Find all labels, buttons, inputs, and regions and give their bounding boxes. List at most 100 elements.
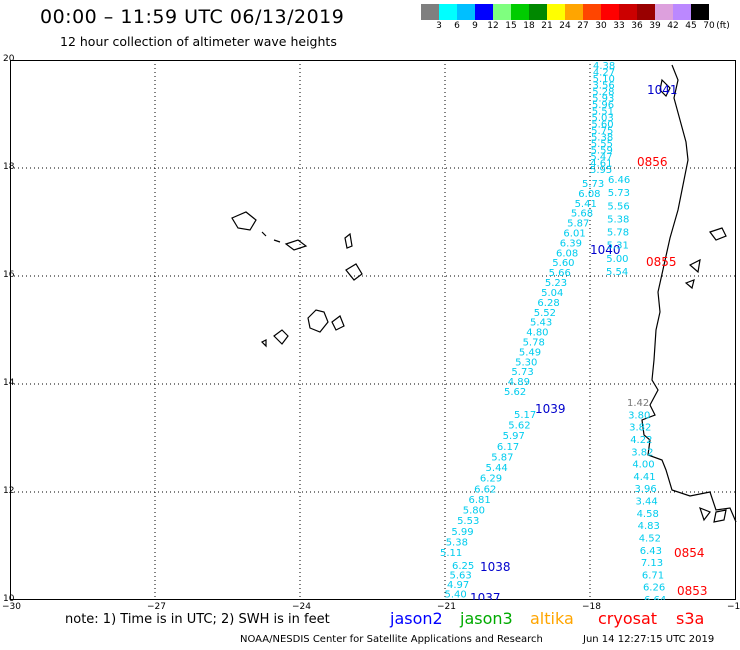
wave-height-value: 6.39 bbox=[560, 238, 582, 249]
pass-time-label: 0856 bbox=[637, 155, 668, 169]
plot-frame bbox=[10, 60, 736, 600]
wave-height-value: 4.41 bbox=[633, 472, 655, 483]
x-axis-label: −18 bbox=[582, 602, 601, 612]
pass-time-label: 1040 bbox=[590, 243, 621, 257]
wave-height-value: 6.71 bbox=[642, 570, 664, 581]
wave-height-value: 3.96 bbox=[634, 484, 656, 495]
color-swatch bbox=[511, 4, 529, 20]
color-swatch bbox=[421, 4, 439, 20]
wave-height-value: 5.31 bbox=[607, 241, 629, 252]
wave-height-value: 7.13 bbox=[641, 558, 663, 569]
wave-height-value: 5.28 bbox=[592, 87, 614, 98]
color-scale-label: 3 bbox=[436, 21, 442, 31]
legend-jason3: jason3 bbox=[460, 609, 513, 628]
color-scale-label: 6 bbox=[454, 21, 460, 31]
color-swatch bbox=[529, 4, 547, 20]
wave-height-value: 3.82 bbox=[631, 447, 653, 458]
wave-height-value: 5.41 bbox=[575, 199, 597, 210]
wave-height-value: 4.83 bbox=[638, 521, 660, 532]
color-scale-label: 12 bbox=[487, 21, 499, 31]
wave-height-value: 5.38 bbox=[607, 214, 629, 225]
color-scale-label: 24 bbox=[559, 21, 571, 31]
color-swatch bbox=[601, 4, 619, 20]
track-values: 6.255.634.975.405.5510385.175.625.976.17… bbox=[440, 61, 708, 600]
color-swatch bbox=[475, 4, 493, 20]
wave-height-value: 3.56 bbox=[592, 81, 614, 92]
color-scale bbox=[421, 4, 709, 20]
legend-jason2: jason2 bbox=[390, 609, 443, 628]
wave-height-value: 5.68 bbox=[571, 209, 593, 220]
color-swatch bbox=[565, 4, 583, 20]
pass-time-label: 0854 bbox=[674, 546, 705, 560]
wave-height-value: 4.58 bbox=[637, 509, 659, 520]
credit-line: NOAA/NESDIS Center for Satellite Applica… bbox=[240, 634, 543, 645]
x-axis-label: −27 bbox=[147, 602, 166, 612]
pass-time-label: 0855 bbox=[646, 255, 677, 269]
wave-height-value: 5.40 bbox=[445, 590, 467, 601]
y-axis-label: 14 bbox=[3, 378, 15, 388]
wave-height-value: 6.62 bbox=[474, 484, 496, 495]
wave-height-value: 3.44 bbox=[636, 497, 658, 508]
coastline-mainland bbox=[641, 64, 737, 523]
wave-height-value: 6.81 bbox=[468, 495, 490, 506]
coastline-islands-east bbox=[659, 78, 727, 523]
wave-height-value: 5.10 bbox=[593, 74, 615, 85]
x-axis-label: −30 bbox=[2, 602, 21, 612]
wave-height-value: 4.27 bbox=[593, 68, 615, 79]
map-plot: 6.255.634.975.405.5510385.175.625.976.17… bbox=[10, 60, 737, 600]
color-swatch bbox=[619, 4, 637, 20]
wave-height-value: 5.56 bbox=[607, 201, 629, 212]
color-swatch bbox=[673, 4, 691, 20]
wave-height-value: 5.47 bbox=[590, 152, 612, 163]
wave-height-value: 4.89 bbox=[508, 377, 530, 388]
color-scale-label: 36 bbox=[631, 21, 643, 31]
y-axis-label: 20 bbox=[3, 54, 15, 64]
wave-height-value: 3.80 bbox=[628, 410, 650, 421]
wave-height-value: 5.44 bbox=[486, 463, 508, 474]
color-scale-label: 21 bbox=[541, 21, 553, 31]
y-axis-label: 18 bbox=[3, 162, 15, 172]
coastline-cape-verde bbox=[260, 309, 345, 348]
legend-cryosat: cryosat bbox=[598, 609, 658, 628]
coastline-canary-islands bbox=[231, 211, 363, 281]
x-axis-label: −15 bbox=[727, 602, 740, 612]
color-scale-label: 70 bbox=[703, 21, 715, 31]
wave-height-value: 5.73 bbox=[511, 367, 533, 378]
color-swatch bbox=[547, 4, 565, 20]
wave-height-value: 6.46 bbox=[608, 175, 630, 186]
wave-height-value: 1.42 bbox=[627, 398, 649, 409]
wave-height-value: 5.52 bbox=[534, 308, 556, 319]
color-scale-label: 39 bbox=[649, 21, 661, 31]
wave-height-value: 5.87 bbox=[567, 219, 589, 230]
wave-height-value: 5.23 bbox=[545, 278, 567, 289]
wave-height-value: 6.17 bbox=[497, 442, 519, 453]
pass-time-label: 1039 bbox=[535, 402, 566, 416]
wave-height-value: 5.62 bbox=[504, 387, 526, 398]
wave-height-value: 5.49 bbox=[519, 347, 541, 358]
wave-height-value: 5.96 bbox=[592, 100, 614, 111]
wave-height-value: 5.17 bbox=[514, 410, 536, 421]
wave-height-value: 5.51 bbox=[592, 107, 614, 118]
wave-height-value: 5.97 bbox=[503, 431, 525, 442]
wave-height-value: 6.25 bbox=[452, 561, 474, 572]
color-swatch bbox=[655, 4, 673, 20]
y-axis-label: 16 bbox=[3, 270, 15, 280]
wave-height-value: 5.04 bbox=[541, 288, 563, 299]
wave-height-value: 5.95 bbox=[590, 165, 612, 176]
wave-height-value: 5.43 bbox=[530, 318, 552, 329]
wave-height-value: 5.60 bbox=[591, 120, 613, 131]
wave-height-value: 5.60 bbox=[552, 258, 574, 269]
wave-height-value: 5.62 bbox=[508, 421, 530, 432]
wave-height-value: 6.28 bbox=[537, 298, 559, 309]
wave-height-value: 5.66 bbox=[549, 268, 571, 279]
pass-time-label: 1037 bbox=[470, 591, 501, 600]
pass-time-label: 1038 bbox=[480, 560, 511, 574]
color-swatch bbox=[583, 4, 601, 20]
color-swatch bbox=[457, 4, 475, 20]
color-scale-label: 42 bbox=[667, 21, 679, 31]
wave-height-value: 5.93 bbox=[592, 94, 614, 105]
map-title: 00:00 – 11:59 UTC 06/13/2019 bbox=[40, 6, 345, 28]
wave-height-value: 5.03 bbox=[592, 113, 614, 124]
color-scale-label: 9 bbox=[472, 21, 478, 31]
wave-height-value: 5.38 bbox=[591, 133, 613, 144]
